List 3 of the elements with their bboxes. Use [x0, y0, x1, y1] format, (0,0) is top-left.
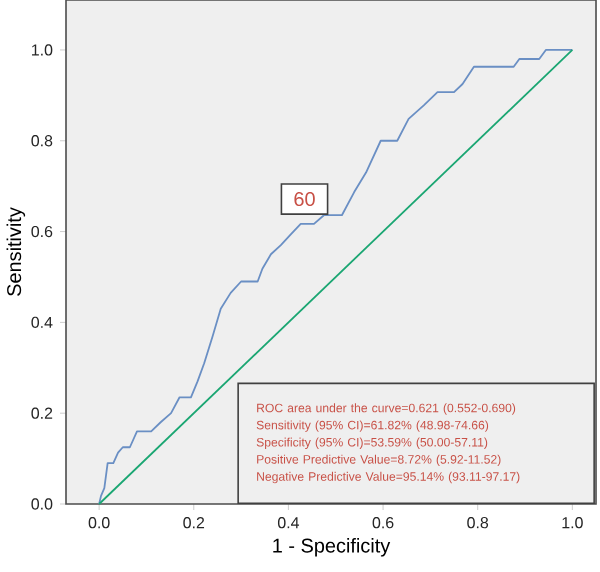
annotation: 60 — [294, 192, 315, 207]
x-axis-title: 1 - Specificity — [273, 538, 391, 557]
y-axis-title: Sensitivity — [6, 207, 26, 296]
